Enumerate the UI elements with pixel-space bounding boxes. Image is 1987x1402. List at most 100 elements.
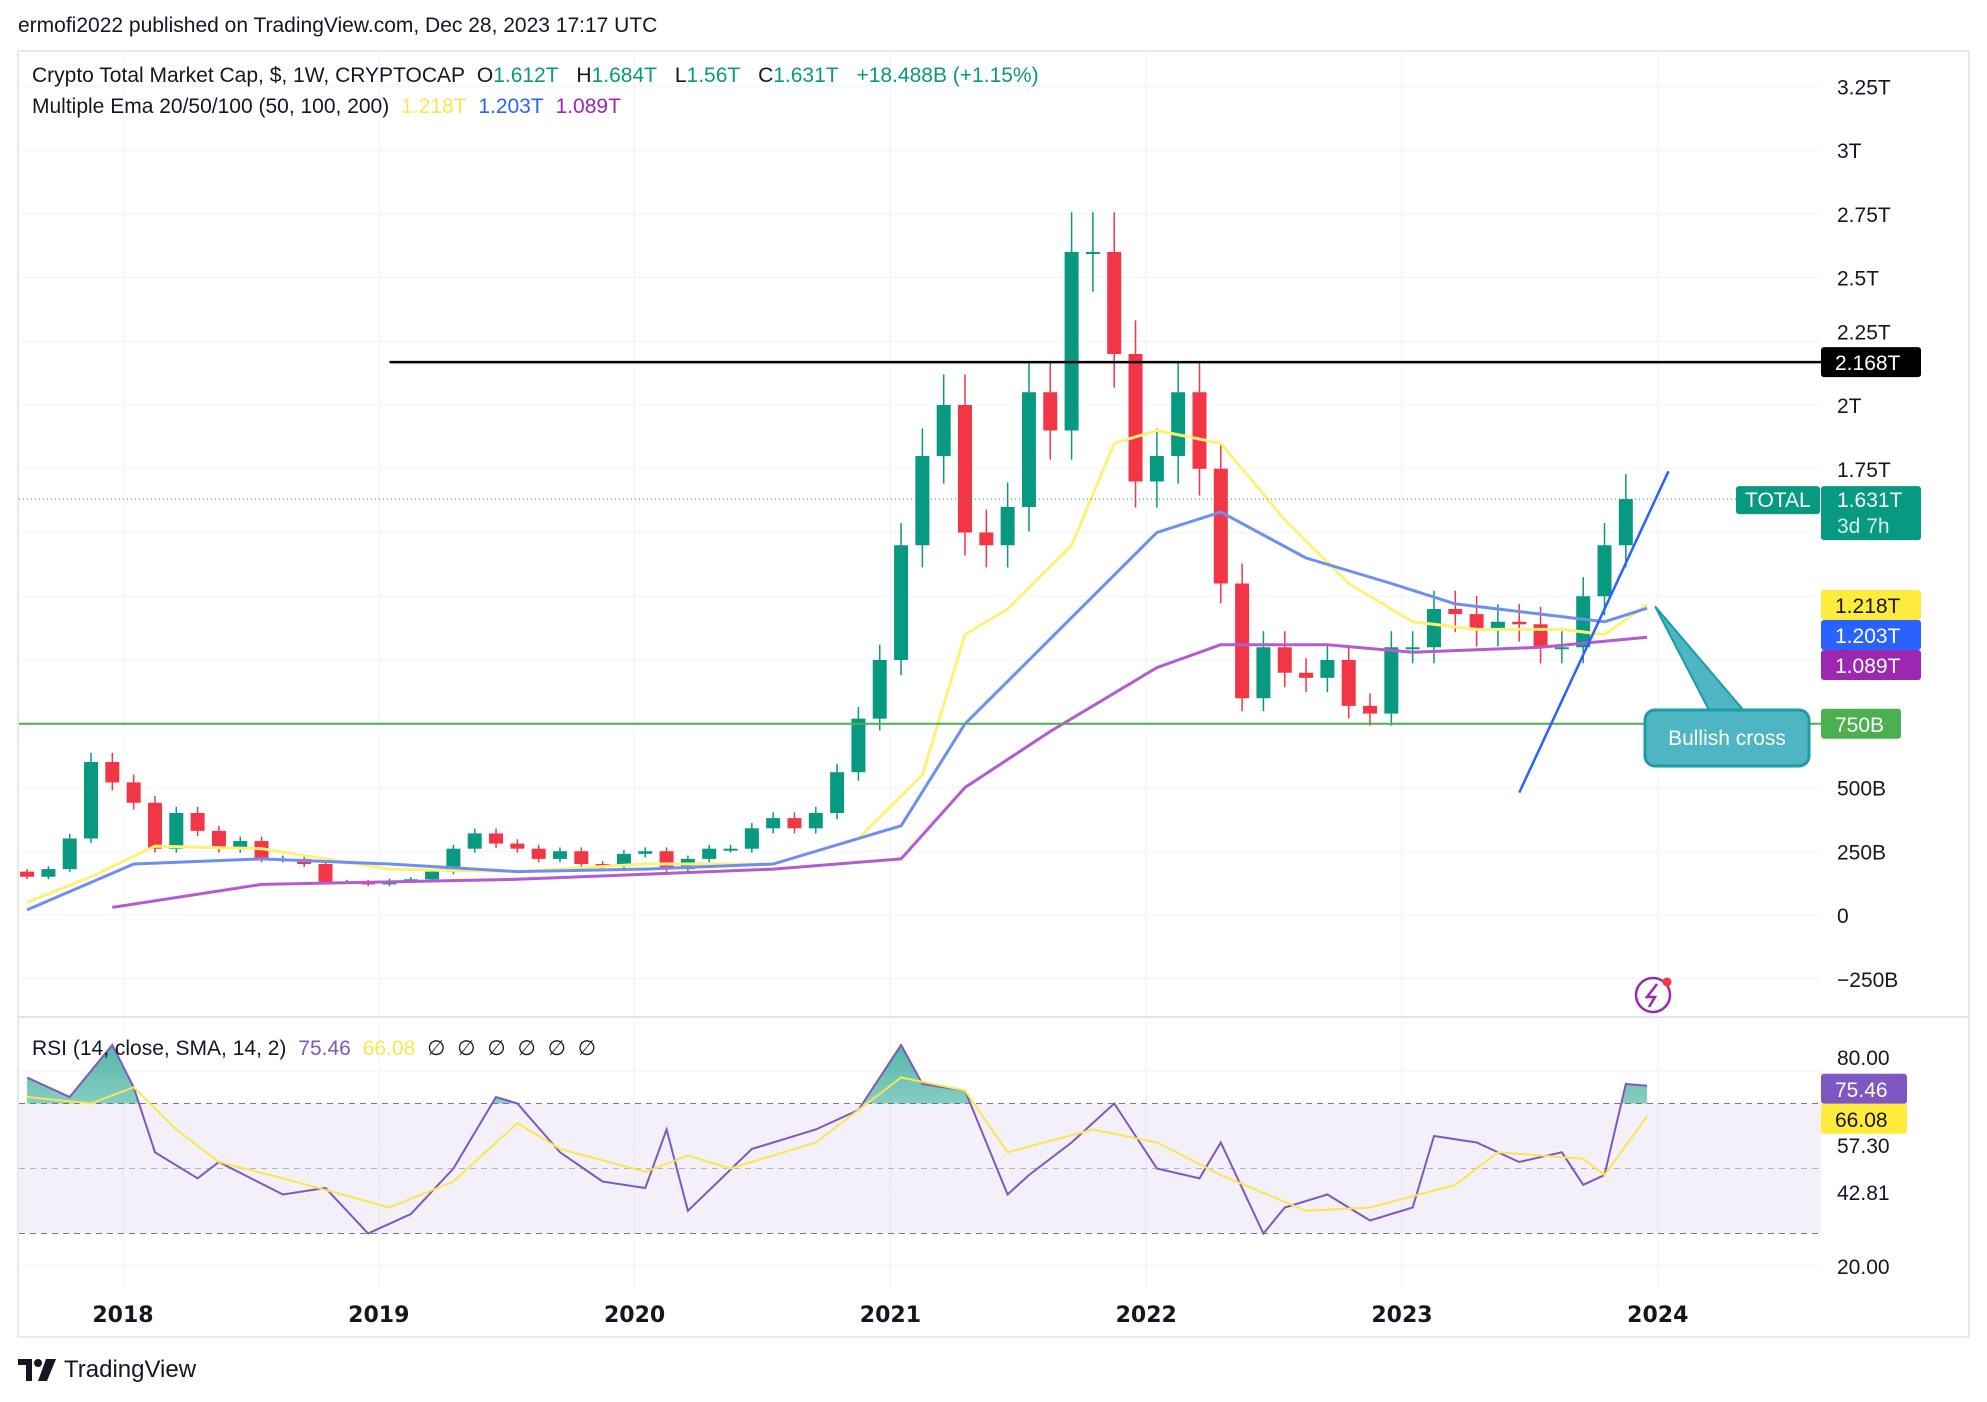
candle-body	[105, 762, 120, 783]
candle-body	[489, 833, 504, 844]
candle-body	[126, 782, 141, 803]
ohlc-high: H1.684T	[576, 64, 663, 87]
candle-body	[1064, 252, 1079, 431]
candle-body	[41, 869, 56, 877]
candle-body	[1490, 621, 1505, 630]
candle-body	[1043, 392, 1058, 431]
tradingview-logo-icon	[18, 1359, 56, 1381]
ema-price-label-1-bg	[1821, 590, 1921, 620]
ema-legend[interactable]: Multiple Ema 20/50/100 (50, 100, 200) 1.…	[32, 95, 627, 119]
rsi-value-label-bg	[1821, 1073, 1907, 1104]
rsi-axis-label: 42.81	[1837, 1182, 1890, 1205]
rsi-sma-value-label-bg	[1821, 1103, 1907, 1134]
rsi-value-label: 75.46	[1835, 1079, 1888, 1102]
candle-body	[1533, 624, 1548, 648]
candle-body	[1171, 392, 1186, 456]
total-tag-bg	[1736, 486, 1820, 515]
price-axis-label: 250B	[1837, 841, 1886, 864]
tradingview-logo[interactable]: TradingView	[18, 1356, 196, 1384]
ema200-value: 1.089T	[555, 95, 621, 118]
ema100-value: 1.203T	[478, 95, 544, 118]
candle-body	[872, 660, 887, 719]
symbol-title: Crypto Total Market Cap, $, 1W, CRYPTOCA…	[32, 64, 465, 87]
lightning-bolt-icon	[1644, 983, 1658, 1008]
time-axis-label: 2020	[604, 1303, 665, 1328]
rsi-axis-label: 57.30	[1837, 1135, 1890, 1158]
candle-body	[616, 853, 631, 867]
price-change: +18.488B (+1.15%)	[856, 64, 1039, 87]
candle-body	[659, 851, 674, 870]
price-axis-label: −250B	[1837, 969, 1898, 992]
candle-body	[1426, 609, 1441, 648]
candle-body	[1554, 647, 1569, 650]
ohlc-open: O1.612T	[477, 64, 565, 87]
na-value: ∅	[577, 1037, 597, 1060]
publish-info: ermofi2022 published on TradingView.com,…	[18, 14, 658, 37]
price-axis-label: 0	[1837, 905, 1849, 928]
rsi-sma-value: 66.08	[362, 1037, 416, 1060]
ohlc-close: C1.631T	[758, 64, 845, 87]
candle-body	[1299, 672, 1314, 678]
price-axis-label: 2.25T	[1837, 321, 1891, 344]
rsi-value: 75.46	[298, 1037, 351, 1060]
candle-body	[20, 871, 35, 877]
price-axis-label: 2T	[1837, 395, 1862, 418]
candle-body	[958, 405, 973, 533]
candle-body	[1320, 660, 1335, 678]
candles-group	[20, 212, 1633, 887]
ema50-value: 1.218T	[401, 95, 467, 118]
rsi-axis-label: 20.00	[1837, 1256, 1890, 1279]
candle-body	[446, 848, 461, 872]
rsi-title: RSI (14, close, SMA, 14, 2)	[32, 1037, 287, 1060]
na-value: ∅	[427, 1037, 446, 1060]
candle-body	[1363, 705, 1378, 714]
candle-body	[830, 772, 845, 813]
candle-body	[1618, 499, 1633, 546]
candle-body	[1107, 252, 1122, 354]
candle-body	[915, 456, 930, 546]
chart-frame	[17, 50, 1970, 1338]
candle-body	[1405, 647, 1420, 650]
candle-body	[1021, 392, 1036, 507]
candle-body	[1597, 545, 1612, 597]
candle-body	[552, 851, 567, 859]
time-axis-label: 2024	[1627, 1303, 1688, 1328]
price-axis-label: 2.5T	[1837, 268, 1879, 291]
candle-body	[467, 833, 482, 849]
candle-body	[787, 818, 802, 829]
resistance-price-label-bg	[1821, 347, 1921, 378]
ema-price-label-2-bg	[1821, 620, 1921, 650]
symbol-legend[interactable]: Crypto Total Market Cap, $, 1W, CRYPTOCA…	[32, 64, 1045, 88]
candle-body	[1384, 647, 1399, 714]
time-axis-label: 2023	[1371, 1303, 1432, 1328]
rsi-sma-line	[26, 1076, 1648, 1212]
support-price-label: 750B	[1835, 714, 1884, 737]
candle-body	[936, 405, 951, 456]
ohlc-low-label: L	[674, 64, 687, 87]
price-axis-label: 500B	[1837, 778, 1886, 801]
trend-line	[1518, 470, 1670, 794]
rsi-legend[interactable]: RSI (14, close, SMA, 14, 2) 75.46 66.08 …	[32, 1036, 602, 1061]
candle-body	[894, 545, 909, 660]
ohlc-high-label: H	[576, 64, 592, 87]
candle-body	[84, 762, 99, 839]
price-axis-label: 2.75T	[1837, 204, 1891, 227]
candle-body	[1469, 614, 1484, 630]
na-value: ∅	[547, 1037, 566, 1060]
total-tag: TOTAL	[1745, 489, 1811, 512]
ohlc-open-value: 1.612T	[493, 64, 559, 87]
rsi-axis-label: 80.00	[1837, 1047, 1890, 1070]
candle-body	[147, 802, 162, 849]
candle-body	[1448, 609, 1463, 615]
candle-body	[233, 841, 248, 849]
lightning-icon	[1634, 976, 1672, 1014]
time-axis-label: 2022	[1116, 1303, 1177, 1328]
support-price-label-bg	[1821, 708, 1901, 739]
callout-box	[1643, 708, 1811, 768]
candle-body	[211, 830, 226, 849]
candle-body	[744, 828, 759, 849]
na-value: ∅	[487, 1037, 506, 1060]
rsi-line	[26, 1043, 1648, 1236]
ohlc-low-value: 1.56T	[686, 64, 741, 87]
